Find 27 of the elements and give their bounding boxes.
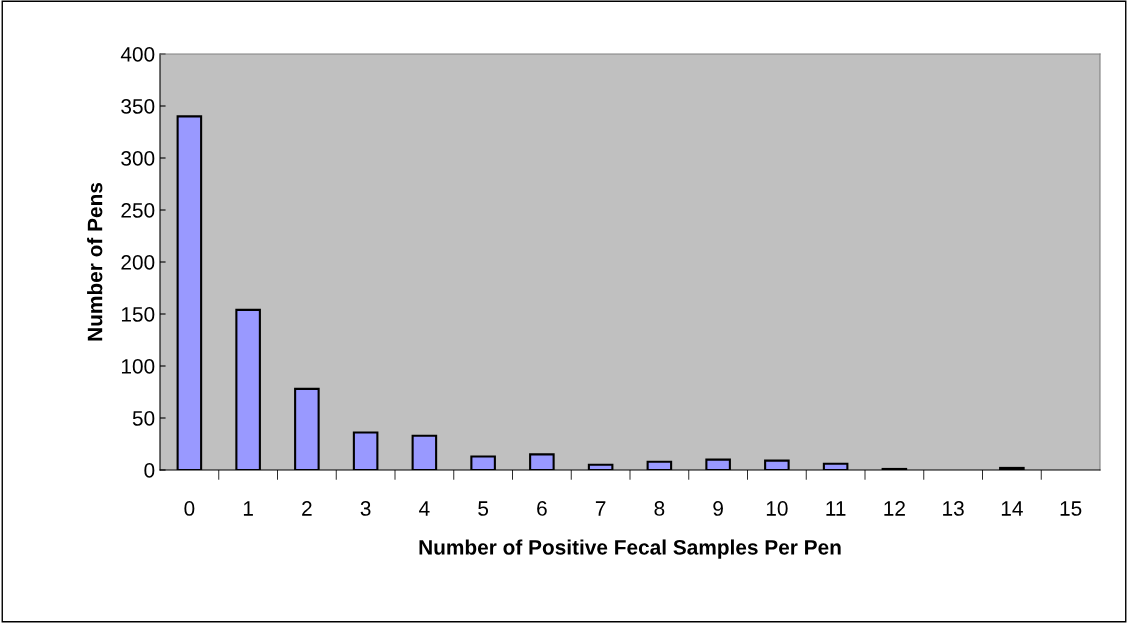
- y-tick-label: 400: [120, 47, 155, 62]
- x-tick-label: 12: [884, 501, 905, 516]
- x-tick-label: 5: [478, 501, 489, 516]
- x-tick-label: 13: [943, 501, 964, 516]
- y-tick-label: 150: [121, 307, 155, 322]
- x-tick-label: 9: [713, 501, 723, 516]
- x-tick-label: 7: [595, 501, 606, 516]
- y-tick-label: 300: [121, 151, 155, 166]
- y-tick-label: 100: [121, 359, 155, 374]
- x-tick-label: 10: [766, 501, 788, 516]
- x-tick-label: 3: [360, 501, 371, 516]
- y-tick-label: 50: [132, 411, 155, 426]
- y-axis-title: Number of Pens: [87, 182, 103, 341]
- x-tick-label: 1: [243, 501, 253, 516]
- x-tick-label: 14: [1001, 501, 1023, 516]
- y-tick-label: 200: [121, 255, 155, 270]
- x-tick-label: 2: [302, 501, 312, 516]
- x-tick-label: 0: [184, 501, 195, 516]
- x-tick-label: 6: [537, 501, 547, 516]
- y-tick-label: 350: [121, 99, 155, 114]
- y-tick-label: 0: [144, 463, 155, 478]
- x-tick-label: 8: [654, 501, 665, 516]
- x-tick-label: 4: [419, 501, 430, 516]
- x-axis-title: Number of Positive Fecal Samples Per Pen: [419, 539, 841, 559]
- y-tick-label: 250: [121, 203, 155, 218]
- x-tick-label: 15: [1060, 501, 1082, 516]
- x-tick-label: 11: [826, 501, 846, 516]
